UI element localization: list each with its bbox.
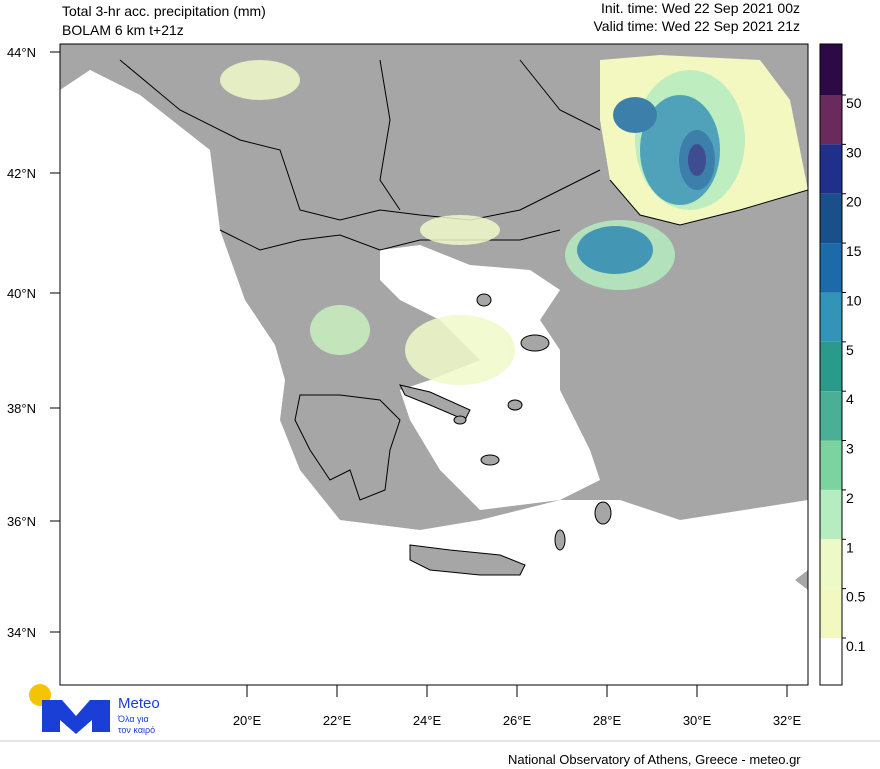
cyprus bbox=[795, 570, 808, 590]
lat-label: 36°N bbox=[7, 514, 36, 529]
axes: 44°N 42°N 40°N 38°N 36°N 34°N 20°E 22°E 24°E 26°E… bbox=[7, 45, 802, 728]
lon-label: 26°E bbox=[503, 713, 532, 728]
colorbar-label: 4 bbox=[846, 391, 854, 407]
colorbar-label: 0.5 bbox=[846, 589, 866, 605]
lat-label: 44°N bbox=[7, 45, 36, 60]
map bbox=[60, 44, 808, 685]
colorbar-bin bbox=[820, 391, 842, 441]
colorbar-bin bbox=[820, 638, 842, 685]
model: BOLAM 6 km t+21z bbox=[62, 22, 184, 38]
title: Total 3-hr acc. precipitation (mm) bbox=[62, 3, 266, 19]
border bbox=[119, 59, 601, 221]
crete bbox=[409, 544, 526, 576]
island bbox=[476, 293, 492, 307]
colorbar-bin bbox=[820, 144, 842, 194]
island bbox=[554, 529, 566, 551]
colorbar-bin bbox=[820, 588, 842, 638]
valid-time: Valid time: Wed 22 Sep 2021 21z bbox=[594, 18, 801, 34]
border bbox=[219, 229, 561, 251]
frame bbox=[59, 43, 809, 686]
colorbar-label: 2 bbox=[846, 490, 854, 506]
lon-label: 30°E bbox=[683, 713, 712, 728]
colorbar-label: 5 bbox=[846, 342, 854, 358]
island bbox=[520, 334, 550, 352]
logo-line: τον καιρό bbox=[118, 725, 155, 735]
logo-name: Meteo bbox=[118, 695, 160, 712]
lon-label: 28°E bbox=[593, 713, 622, 728]
colorbar-bin bbox=[820, 489, 842, 540]
lon-label: 24°E bbox=[413, 713, 442, 728]
colorbar-bin bbox=[820, 193, 842, 244]
colorbar-label: 0.1 bbox=[846, 638, 866, 654]
island bbox=[480, 454, 500, 466]
border bbox=[519, 59, 601, 131]
lon-label: 20°E bbox=[233, 713, 262, 728]
lat-label: 42°N bbox=[7, 166, 36, 181]
island bbox=[507, 399, 523, 411]
coast bbox=[609, 179, 808, 226]
colorbar-frame bbox=[819, 43, 843, 686]
colorbar-label: 20 bbox=[846, 194, 862, 210]
lat-label: 40°N bbox=[7, 286, 36, 301]
colorbar-label: 30 bbox=[846, 144, 862, 160]
lon-label: 32°E bbox=[773, 713, 802, 728]
lat-label: 38°N bbox=[7, 401, 36, 416]
sea bbox=[60, 70, 808, 685]
colorbar-bin bbox=[820, 292, 842, 342]
colorbar-bin bbox=[820, 341, 842, 392]
colorbar-label: 50 bbox=[846, 95, 862, 111]
colorbar-bin bbox=[820, 95, 842, 145]
island bbox=[594, 501, 612, 525]
footer: National Observatory of Athens, Greece -… bbox=[508, 752, 801, 767]
logo-m bbox=[42, 700, 110, 734]
colorbar-label: 1 bbox=[846, 539, 854, 555]
border bbox=[379, 59, 401, 211]
colorbar-label: 15 bbox=[846, 243, 862, 259]
precipitation bbox=[220, 60, 745, 385]
colorbar-bin bbox=[820, 440, 842, 490]
colorbar-bin bbox=[820, 44, 842, 95]
island bbox=[453, 415, 467, 425]
colorbar: 50 30 20 15 10 5 4 3 2 1 0.5 0.1 bbox=[819, 43, 866, 686]
colorbar-bin bbox=[820, 243, 842, 293]
colorbar-label: 3 bbox=[846, 441, 854, 457]
init-time: Init. time: Wed 22 Sep 2021 00z bbox=[601, 0, 800, 16]
lat-label: 34°N bbox=[7, 625, 36, 640]
peloponnese bbox=[294, 394, 401, 501]
logo: Meteo Όλα για τον καιρό bbox=[29, 684, 160, 735]
logo-line: Όλα για bbox=[117, 714, 149, 724]
colorbar-label: 10 bbox=[846, 292, 862, 308]
colorbar-bin bbox=[820, 539, 842, 589]
lon-label: 22°E bbox=[323, 713, 352, 728]
